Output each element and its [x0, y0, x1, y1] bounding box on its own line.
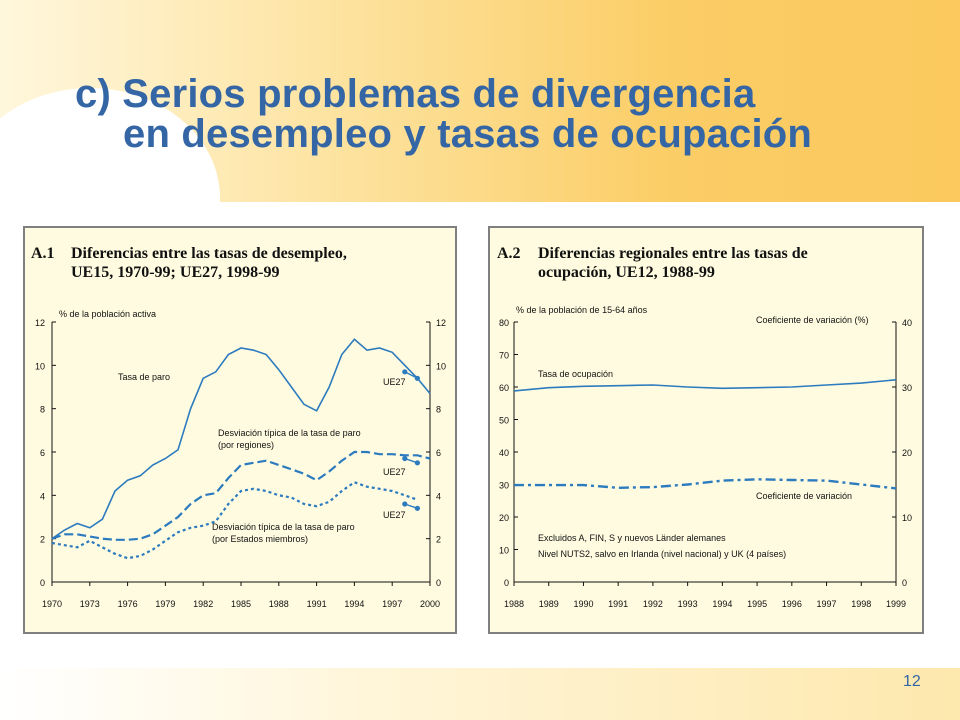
chart-a1-xtick-label: 1991 [307, 599, 327, 609]
chart-a2-svg: A.2 Diferencias regionales entre las tas… [497, 245, 912, 609]
chart-a2-xtick-label: 1997 [817, 599, 837, 609]
chart-a1-series-line-1 [51, 450, 431, 541]
chart-a1-xtick-label: 1976 [118, 599, 138, 609]
chart-a2-series-line-1 [514, 478, 897, 490]
chart-a1-label-ue27-top: UE27 [383, 377, 406, 387]
chart-a1-label-ue27-bottom: UE27 [383, 510, 406, 520]
chart-a1-ue27-point [414, 505, 420, 511]
chart-a1-ue27-point [402, 455, 408, 462]
chart-a2-ytick-label-right: 10 [902, 513, 912, 523]
chart-a1-id: A.1 [31, 245, 55, 262]
chart-a2-ytick-label-left: 30 [499, 481, 509, 491]
chart-a1-xtick-label: 1973 [80, 599, 100, 609]
chart-a2-xtick-label: 1996 [782, 599, 802, 609]
chart-a2-label-tasa-ocupacion: Tasa de ocupación [538, 369, 613, 379]
chart-a1-xtick-label: 1985 [231, 599, 251, 609]
chart-a2-xtick-label: 1990 [573, 599, 593, 609]
chart-a2-ytick-label-right: 30 [902, 383, 912, 393]
chart-a1-ytick-label-left: 8 [40, 405, 45, 415]
chart-a1-ytick-label-left: 12 [35, 318, 45, 328]
chart-a2-xtick-label: 1989 [539, 599, 559, 609]
chart-a2-ytick-label-left: 10 [499, 546, 509, 556]
slide-title-line2: en desempleo y tasas de ocupación [123, 112, 813, 156]
chart-a2-ytick-label-left: 0 [504, 578, 509, 588]
chart-a1-label-desv-regiones-1: Desviación típica de la tasa de paro [218, 428, 361, 438]
chart-a1-label-ue27-mid: UE27 [383, 467, 406, 477]
chart-a1-ytick-label-left: 6 [40, 448, 45, 458]
chart-a1-ylabel: % de la población activa [59, 309, 156, 319]
chart-a1-ue27-point [402, 501, 408, 507]
chart-a2-xtick-label: 1995 [747, 599, 767, 609]
chart-a2-ytick-label-right: 40 [902, 318, 912, 328]
chart-a1-xtick-label: 1988 [269, 599, 289, 609]
chart-a1-svg: A.1 Diferencias entre las tasas de desem… [31, 245, 446, 609]
page-number: 12 [903, 673, 921, 690]
chart-a1-title-line2: UE15, 1970-99; UE27, 1998-99 [71, 264, 279, 281]
chart-a2-ylabel-left: % de la población de 15-64 años [516, 305, 648, 315]
chart-panel-a1: A.1 Diferencias entre las tasas de desem… [23, 226, 457, 634]
chart-a1-title-line1: Diferencias entre las tasas de desempleo… [71, 245, 347, 262]
chart-a2-ytick-label-left: 40 [499, 448, 509, 458]
chart-a2-series-line-0 [513, 379, 897, 392]
chart-a2-xtick-label: 1993 [678, 599, 698, 609]
chart-a1-ue27-point [414, 460, 420, 466]
chart-a1-ytick-label-right: 10 [436, 361, 446, 371]
chart-a1-ytick-label-left: 2 [40, 535, 45, 545]
chart-a1-series-line-2 [51, 481, 418, 560]
chart-a2-ylabel-right: Coeficiente de variación (%) [756, 315, 869, 325]
chart-a2-ytick-label-right: 20 [902, 448, 912, 458]
chart-a2-id: A.2 [497, 245, 521, 262]
chart-a2-ytick-label-right: 0 [902, 578, 907, 588]
footer-background-band [0, 668, 960, 720]
chart-a1-ytick-label-left: 10 [35, 361, 45, 371]
chart-a1-ytick-label-left: 0 [40, 578, 45, 588]
chart-a1-xtick-label: 2000 [420, 599, 440, 609]
chart-a1-ytick-label-right: 6 [436, 448, 441, 458]
chart-a2-xtick-label: 1999 [886, 599, 906, 609]
chart-a2-note-2: Nivel NUTS2, salvo en Irlanda (nivel nac… [538, 549, 786, 559]
chart-a1-xtick-label: 1997 [382, 599, 402, 609]
chart-a1-ytick-label-right: 0 [436, 578, 441, 588]
chart-a2-ytick-label-left: 80 [499, 318, 509, 328]
chart-a1-ytick-label-right: 8 [436, 405, 441, 415]
chart-a2-label-coef-variacion: Coeficiente de variación [756, 491, 852, 501]
chart-a2-xtick-label: 1988 [504, 599, 524, 609]
chart-a1-series-line-0 [51, 338, 431, 540]
slide-title: c) Serios problemas de divergencia en de… [75, 74, 812, 154]
chart-a2-title-line1: Diferencias regionales entre las tasas d… [538, 245, 808, 262]
chart-a1-ytick-label-right: 4 [436, 491, 441, 501]
chart-a1-label-tasa-de-paro: Tasa de paro [118, 372, 170, 382]
chart-a2-title-line2: ocupación, UE12, 1988-99 [538, 264, 715, 281]
chart-panel-a2: A.2 Diferencias regionales entre las tas… [488, 226, 924, 634]
chart-a2-note-1: Excluidos A, FIN, S y nuevos Länder alem… [538, 533, 726, 543]
chart-a1-xtick-label: 1994 [344, 599, 364, 609]
chart-a1-ue27-point [414, 375, 420, 381]
chart-a1-xtick-label: 1979 [155, 599, 175, 609]
chart-a2-ytick-label-left: 60 [499, 383, 509, 393]
chart-a1-label-desv-estados-1: Desviación típica de la tasa de paro [212, 522, 355, 532]
chart-a2-ytick-label-left: 70 [499, 351, 509, 361]
chart-a1-label-desv-regiones-2: (por regiones) [218, 440, 274, 450]
chart-a1-ytick-label-right: 2 [436, 535, 441, 545]
chart-a2-ytick-label-left: 50 [499, 416, 509, 426]
chart-a2-xtick-label: 1991 [608, 599, 628, 609]
chart-a2-ytick-label-left: 20 [499, 513, 509, 523]
chart-a2-xtick-label: 1998 [851, 599, 871, 609]
chart-a2-xtick-label: 1994 [712, 599, 732, 609]
slide-title-line1: c) Serios problemas de divergencia [75, 72, 756, 116]
chart-a1-ytick-label-left: 4 [40, 491, 45, 501]
chart-a1-label-desv-estados-2: (por Estados miembros) [212, 534, 308, 544]
chart-a1-xtick-label: 1970 [42, 599, 62, 609]
chart-a1-ue27-point [402, 369, 408, 375]
chart-a2-xtick-label: 1992 [643, 599, 663, 609]
chart-a1-ytick-label-right: 12 [436, 318, 446, 328]
chart-a1-xtick-label: 1982 [193, 599, 213, 609]
